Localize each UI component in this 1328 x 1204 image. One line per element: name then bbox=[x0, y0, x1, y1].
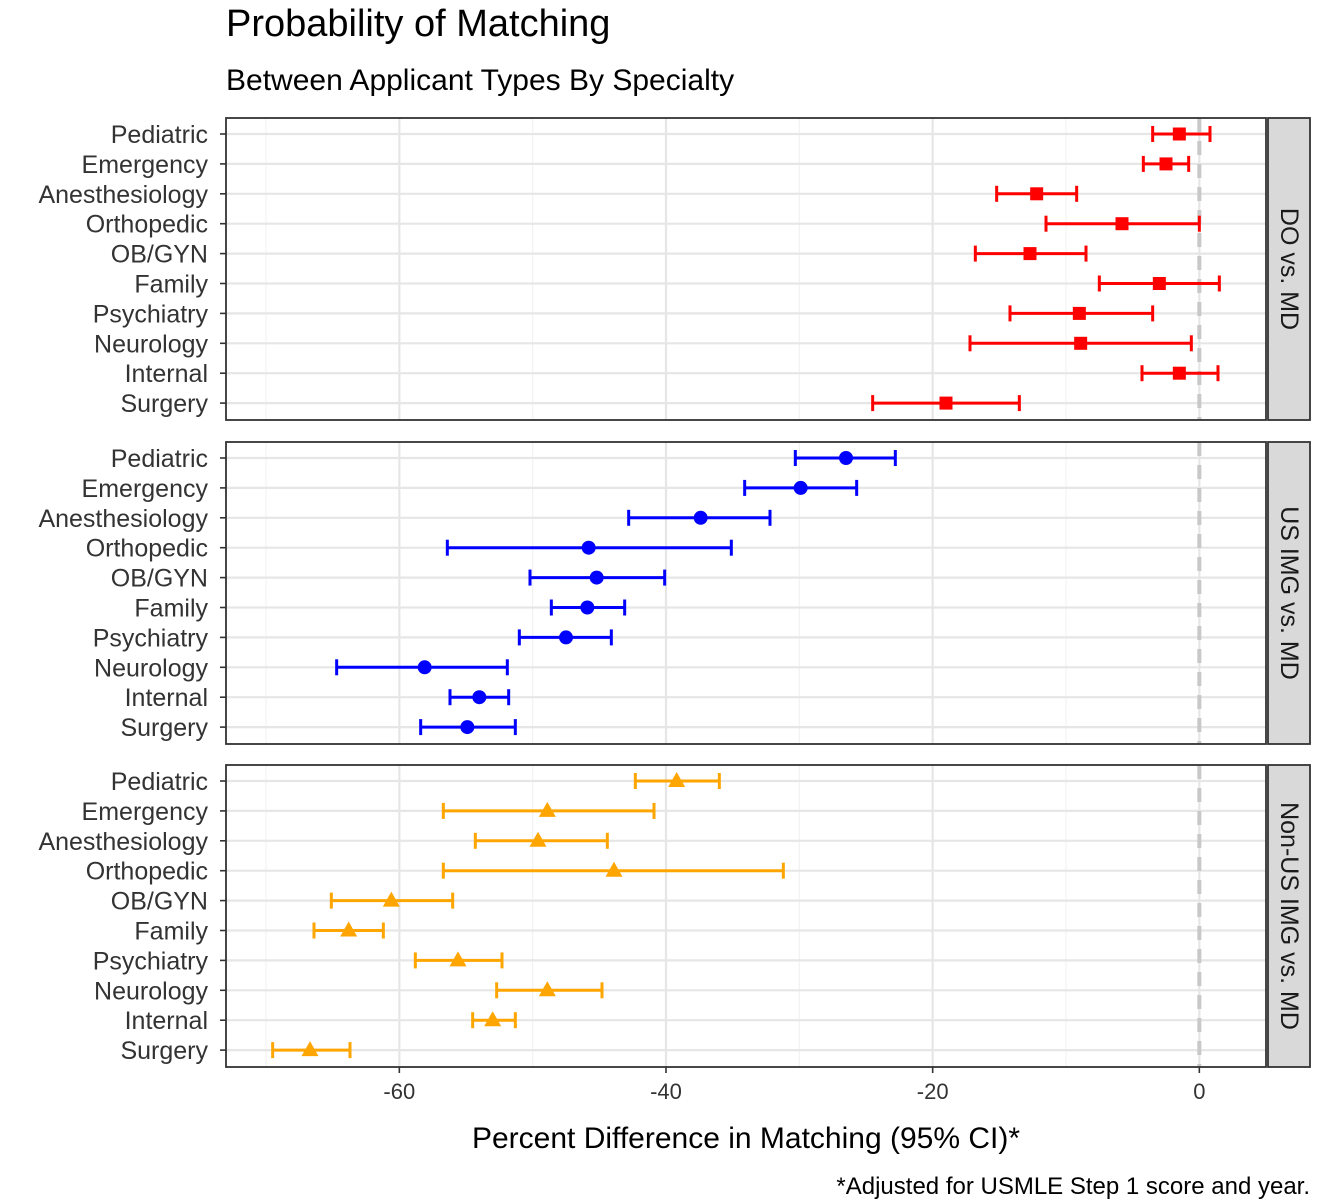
y-tick-label: Internal bbox=[125, 1007, 208, 1035]
panel-1: PediatricEmergencyAnesthesiologyOrthoped… bbox=[38, 117, 1311, 421]
panel-border bbox=[225, 117, 1267, 421]
y-tick-label: Psychiatry bbox=[93, 947, 209, 975]
x-axis-label: Percent Difference in Matching (95% CI)* bbox=[472, 1122, 1020, 1155]
point-estimate-square bbox=[1172, 366, 1186, 380]
y-tick-label: Psychiatry bbox=[93, 300, 209, 328]
y-tick-label: OB/GYN bbox=[111, 565, 208, 593]
y-tick-label: Surgery bbox=[120, 390, 208, 418]
point-estimate-triangle bbox=[668, 772, 686, 787]
y-tick-label: Internal bbox=[125, 684, 208, 712]
point-estimate-triangle bbox=[529, 831, 547, 847]
chart-subtitle: Between Applicant Types By Specialty bbox=[226, 64, 734, 97]
y-tick-label: Family bbox=[134, 271, 208, 299]
facet-strip-label: Non-US IMG vs. MD bbox=[1275, 802, 1303, 1030]
point-estimate-square bbox=[1115, 217, 1129, 231]
point-estimate-circle bbox=[472, 690, 487, 705]
point-estimate-circle bbox=[589, 570, 604, 585]
point-estimate-square bbox=[939, 396, 953, 410]
y-tick-label: Internal bbox=[125, 360, 208, 388]
y-tick-label: Emergency bbox=[82, 151, 209, 179]
y-tick-label: OB/GYN bbox=[111, 241, 208, 269]
y-tick-label: OB/GYN bbox=[111, 888, 208, 916]
x-tick-label: -60 bbox=[383, 1079, 415, 1104]
facet-strip bbox=[1267, 764, 1311, 1068]
y-tick-label: Pediatric bbox=[111, 121, 208, 149]
point-estimate-circle bbox=[839, 451, 853, 465]
point-estimate-triangle bbox=[301, 1041, 319, 1057]
x-tick-label: -20 bbox=[917, 1079, 949, 1104]
point-estimate-circle bbox=[460, 720, 475, 735]
point-estimate-triangle bbox=[340, 921, 358, 937]
x-tick-label: 0 bbox=[1193, 1079, 1205, 1104]
facet-strip-label: DO vs. MD bbox=[1275, 208, 1303, 330]
chart-title: Probability of Matching bbox=[226, 3, 610, 45]
facet-strip-label: US IMG vs. MD bbox=[1275, 506, 1303, 680]
point-estimate-square bbox=[1072, 306, 1086, 320]
point-estimate-circle bbox=[693, 510, 708, 525]
point-estimate-circle bbox=[559, 630, 573, 645]
y-tick-label: Emergency bbox=[82, 475, 209, 503]
point-estimate-triangle bbox=[538, 801, 556, 817]
y-tick-label: Family bbox=[134, 918, 208, 946]
panel-border bbox=[225, 441, 1267, 745]
y-tick-label: Family bbox=[134, 595, 208, 623]
panel-2: PediatricEmergencyAnesthesiologyOrthoped… bbox=[38, 441, 1311, 745]
y-tick-label: Orthopedic bbox=[86, 858, 208, 886]
y-tick-label: Anesthesiology bbox=[38, 828, 208, 856]
y-tick-label: Pediatric bbox=[111, 768, 208, 796]
y-tick-label: Psychiatry bbox=[93, 624, 209, 652]
point-estimate-circle bbox=[580, 600, 595, 615]
x-tick-label: -40 bbox=[650, 1079, 682, 1104]
y-tick-label: Neurology bbox=[94, 977, 208, 1005]
point-estimate-circle bbox=[793, 480, 808, 495]
panel-border bbox=[225, 764, 1267, 1068]
point-estimate-square bbox=[1074, 336, 1088, 350]
panel-3: PediatricEmergencyAnesthesiologyOrthoped… bbox=[38, 764, 1311, 1068]
y-tick-label: Emergency bbox=[82, 798, 209, 826]
y-tick-label: Neurology bbox=[94, 330, 208, 358]
panels-group: PediatricEmergencyAnesthesiologyOrthoped… bbox=[38, 117, 1311, 1068]
point-estimate-square bbox=[1152, 277, 1166, 290]
point-estimate-square bbox=[1030, 187, 1044, 201]
point-estimate-triangle bbox=[484, 1011, 502, 1027]
y-tick-label: Anesthesiology bbox=[38, 505, 208, 533]
point-estimate-triangle bbox=[605, 861, 623, 877]
point-estimate-triangle bbox=[538, 981, 556, 997]
point-estimate-triangle bbox=[382, 891, 400, 907]
y-tick-label: Surgery bbox=[120, 1037, 208, 1065]
point-estimate-square bbox=[1023, 247, 1037, 261]
point-estimate-circle bbox=[417, 660, 432, 675]
chart-caption: *Adjusted for USMLE Step 1 score and yea… bbox=[836, 1173, 1310, 1200]
point-estimate-square bbox=[1159, 157, 1173, 171]
y-tick-label: Surgery bbox=[120, 714, 208, 742]
facet-strip bbox=[1267, 441, 1311, 745]
point-estimate-circle bbox=[581, 540, 596, 555]
point-estimate-triangle bbox=[449, 951, 467, 967]
y-tick-label: Anesthesiology bbox=[38, 181, 208, 209]
point-estimate-square bbox=[1172, 127, 1186, 141]
y-tick-label: Pediatric bbox=[111, 445, 208, 473]
x-axis: -60 -40 -20 0 bbox=[383, 1067, 1205, 1104]
y-tick-label: Neurology bbox=[94, 654, 208, 682]
y-tick-label: Orthopedic bbox=[86, 211, 208, 239]
y-tick-label: Orthopedic bbox=[86, 535, 208, 563]
facet-strip bbox=[1267, 117, 1311, 421]
